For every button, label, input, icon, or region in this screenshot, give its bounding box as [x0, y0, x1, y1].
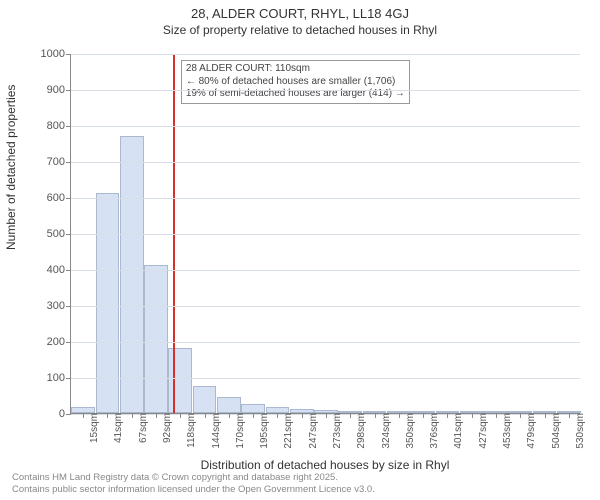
xtick-label: 479sqm — [524, 413, 537, 449]
xtick — [472, 413, 473, 418]
ytick-label: 300 — [47, 300, 71, 312]
xtick — [496, 413, 497, 418]
attribution-footer: Contains HM Land Registry data © Crown c… — [12, 472, 375, 496]
xtick-label: 350sqm — [403, 413, 416, 449]
xtick — [350, 413, 351, 418]
xtick-label: 298sqm — [354, 413, 367, 449]
xtick — [375, 413, 376, 418]
xtick-label: 67sqm — [136, 413, 149, 443]
xtick-label: 92sqm — [160, 413, 173, 443]
xtick — [399, 413, 400, 418]
xtick-label: 195sqm — [257, 413, 270, 449]
gridline — [71, 306, 580, 307]
xtick — [132, 413, 133, 418]
xtick — [229, 413, 230, 418]
chart-container: 28, ALDER COURT, RHYL, LL18 4GJ Size of … — [0, 0, 600, 500]
xtick — [107, 413, 108, 418]
xtick-label: 504sqm — [549, 413, 562, 449]
y-axis-label: Number of detached properties — [4, 85, 18, 250]
ytick-label: 100 — [47, 372, 71, 384]
footer-line-1: Contains HM Land Registry data © Crown c… — [12, 472, 375, 484]
xtick-label: 273sqm — [330, 413, 343, 449]
gridline — [71, 162, 580, 163]
gridline — [71, 90, 580, 91]
xtick — [545, 413, 546, 418]
xtick-label: 324sqm — [379, 413, 392, 449]
bar — [144, 265, 168, 413]
xtick — [180, 413, 181, 418]
xtick-label: 401sqm — [451, 413, 464, 449]
gridline — [71, 270, 580, 271]
ytick-label: 700 — [47, 156, 71, 168]
gridline — [71, 378, 580, 379]
ytick-label: 800 — [47, 120, 71, 132]
xtick-label: 170sqm — [233, 413, 246, 449]
xtick — [205, 413, 206, 418]
xtick-label: 247sqm — [306, 413, 319, 449]
gridline — [71, 126, 580, 127]
bar — [241, 404, 265, 413]
ytick-label: 900 — [47, 84, 71, 96]
bar — [193, 386, 217, 413]
plot-area: 28 ALDER COURT: 110sqm← 80% of detached … — [70, 54, 580, 414]
bar — [217, 397, 241, 413]
xtick — [423, 413, 424, 418]
xtick — [253, 413, 254, 418]
xtick — [156, 413, 157, 418]
gridline — [71, 342, 580, 343]
annotation-line: 28 ALDER COURT: 110sqm — [186, 63, 405, 76]
gridline — [71, 234, 580, 235]
ytick-label: 400 — [47, 264, 71, 276]
gridline — [71, 54, 580, 55]
xtick-label: 453sqm — [500, 413, 513, 449]
ytick-label: 0 — [59, 408, 71, 420]
ytick-label: 200 — [47, 336, 71, 348]
chart-title: 28, ALDER COURT, RHYL, LL18 4GJ — [0, 0, 600, 23]
bar — [96, 193, 120, 413]
xtick — [326, 413, 327, 418]
xtick-label: 221sqm — [281, 413, 294, 449]
bar — [120, 136, 144, 413]
xtick — [569, 413, 570, 418]
ytick-label: 500 — [47, 228, 71, 240]
xtick — [302, 413, 303, 418]
ytick-label: 600 — [47, 192, 71, 204]
xtick-label: 144sqm — [209, 413, 222, 449]
xtick — [520, 413, 521, 418]
annotation-box: 28 ALDER COURT: 110sqm← 80% of detached … — [181, 60, 410, 104]
xtick-label: 376sqm — [427, 413, 440, 449]
xtick-label: 118sqm — [184, 413, 197, 448]
xtick-label: 41sqm — [111, 413, 124, 443]
xtick — [447, 413, 448, 418]
xtick — [277, 413, 278, 418]
ytick-label: 1000 — [41, 48, 71, 60]
xtick-label: 530sqm — [573, 413, 586, 449]
xtick-label: 15sqm — [87, 413, 100, 443]
footer-line-2: Contains public sector information licen… — [12, 484, 375, 496]
x-axis-label: Distribution of detached houses by size … — [70, 458, 580, 472]
xtick-label: 427sqm — [476, 413, 489, 449]
gridline — [71, 198, 580, 199]
chart-subtitle: Size of property relative to detached ho… — [0, 23, 600, 37]
xtick — [83, 413, 84, 418]
annotation-line: ← 80% of detached houses are smaller (1,… — [186, 76, 405, 89]
